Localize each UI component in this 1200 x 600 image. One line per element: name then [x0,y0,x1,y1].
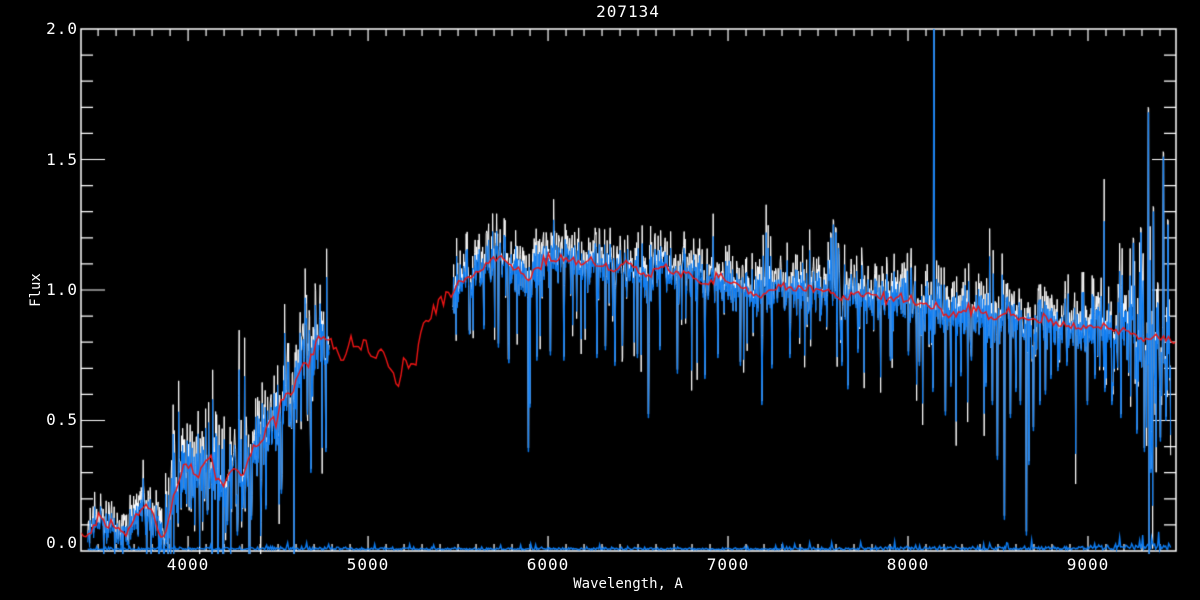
y-tick-label-0.0: 0.0 [46,533,78,552]
y-tick-label-1.0: 1.0 [46,280,78,299]
y-tick-label-0.5: 0.5 [46,410,78,429]
y-tick-label-1.5: 1.5 [46,150,78,169]
y-axis-label: Flux [28,273,44,307]
x-tick-label-5000: 5000 [346,555,390,574]
plot-title: 207134 [596,2,660,21]
x-tick-label-8000: 8000 [886,555,930,574]
y-tick-label-2.0: 2.0 [46,19,78,38]
x-tick-label-7000: 7000 [706,555,750,574]
x-tick-label-9000: 9000 [1066,555,1110,574]
x-tick-label-4000: 4000 [166,555,210,574]
x-tick-label-6000: 6000 [526,555,570,574]
x-axis-label: Wavelength, A [573,576,683,592]
